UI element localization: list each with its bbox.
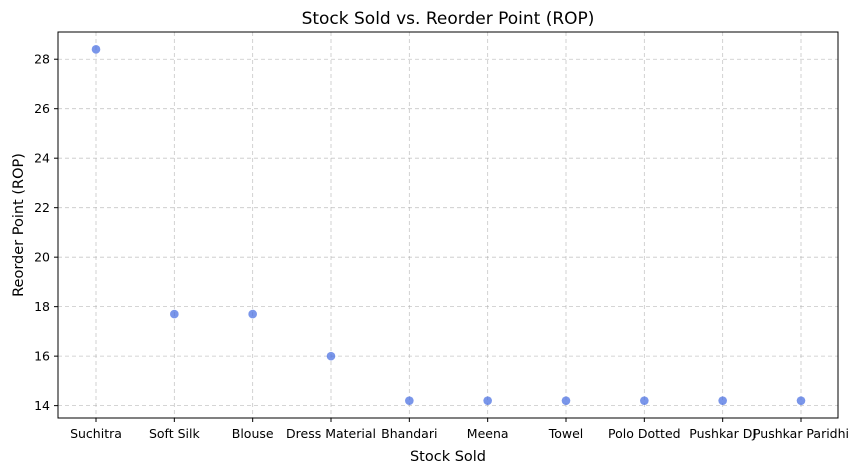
- data-point: [796, 396, 806, 405]
- data-point: [640, 396, 649, 405]
- y-tick-label: 14: [34, 398, 50, 413]
- data-point: [170, 309, 179, 319]
- x-tick-label: Bhandari: [381, 426, 437, 441]
- y-tick-label: 16: [34, 349, 50, 364]
- data-point: [91, 45, 101, 54]
- x-tick-label: Polo Dotted: [608, 426, 681, 441]
- x-axis-ticks: Suchitra Soft Silk Blouse Dress Material Bha…: [70, 418, 849, 441]
- x-tick-label: Suchitra: [70, 426, 122, 441]
- grid: [58, 32, 838, 418]
- x-tick-label: Towel: [548, 426, 584, 441]
- x-axis-label: Stock Sold: [410, 449, 486, 465]
- y-axis-ticks: 14 16 18 20 22 24 26 28: [34, 52, 58, 413]
- y-tick-label: 22: [34, 200, 50, 215]
- data-point: [326, 351, 336, 361]
- data-points: [91, 45, 806, 405]
- chart-title: Stock Sold vs. Reorder Point (ROP): [302, 9, 595, 29]
- data-point: [483, 396, 492, 405]
- data-point: [405, 396, 414, 405]
- y-tick-label: 26: [34, 101, 50, 116]
- y-tick-label: 24: [34, 151, 50, 166]
- x-tick-label: Blouse: [232, 426, 274, 441]
- y-tick-label: 18: [34, 299, 50, 314]
- data-point: [718, 396, 727, 405]
- x-tick-label: Dress Material: [286, 426, 376, 441]
- y-tick-label: 20: [34, 250, 50, 265]
- x-tick-label: Soft Silk: [149, 426, 201, 441]
- data-point: [561, 396, 571, 405]
- x-tick-label: Pushkar Paridhi: [753, 426, 849, 441]
- data-point: [248, 309, 257, 319]
- y-tick-label: 28: [34, 52, 50, 67]
- x-tick-label: Meena: [467, 426, 509, 441]
- y-axis-label: Reorder Point (ROP): [11, 153, 27, 297]
- plot-area-frame: [57, 31, 839, 419]
- x-tick-label: Pushkar DJ: [689, 426, 756, 441]
